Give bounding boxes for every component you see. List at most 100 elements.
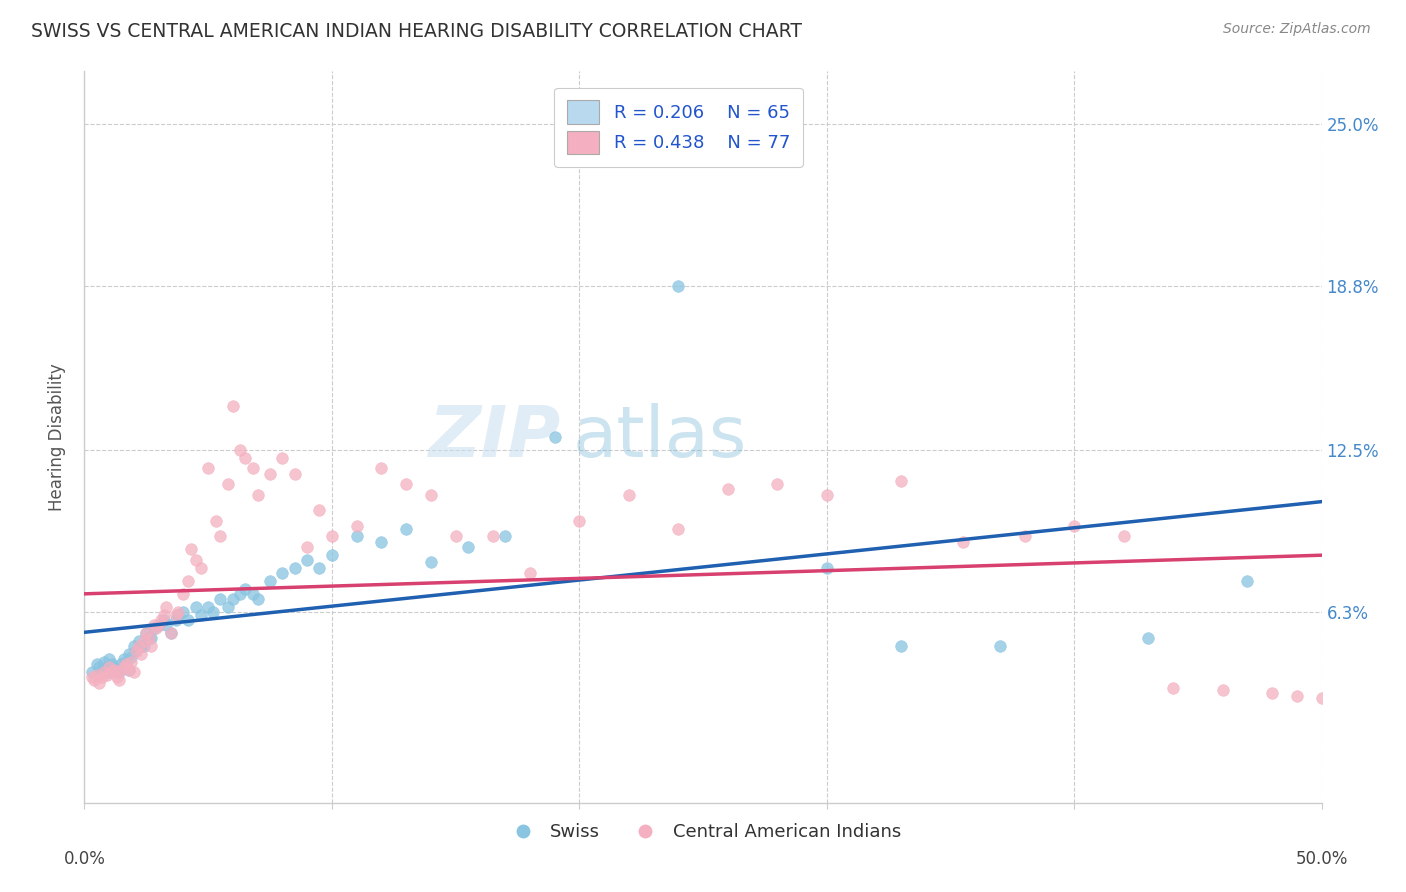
Text: ZIP: ZIP <box>429 402 561 472</box>
Point <box>132 633 155 648</box>
Point <box>138 632 160 646</box>
Point <box>321 548 343 562</box>
Point <box>444 529 467 543</box>
Point <box>100 665 122 680</box>
Point <box>259 467 281 481</box>
Point <box>457 540 479 554</box>
Point <box>165 613 187 627</box>
Point <box>93 665 115 680</box>
Y-axis label: Hearing Disability: Hearing Disability <box>48 363 66 511</box>
Point <box>815 487 838 501</box>
Point <box>118 647 141 661</box>
Point <box>86 657 108 672</box>
Point <box>160 626 183 640</box>
Text: 50.0%: 50.0% <box>1295 850 1348 868</box>
Point <box>543 430 565 444</box>
Point <box>346 519 368 533</box>
Point <box>105 663 128 677</box>
Point <box>129 647 152 661</box>
Point <box>308 503 330 517</box>
Legend: Swiss, Central American Indians: Swiss, Central American Indians <box>498 816 908 848</box>
Point <box>122 639 145 653</box>
Point <box>177 574 200 588</box>
Point <box>217 599 239 614</box>
Point <box>152 607 174 622</box>
Point <box>395 521 418 535</box>
Point <box>1137 632 1160 646</box>
Point <box>148 618 170 632</box>
Point <box>370 534 392 549</box>
Point <box>148 618 170 632</box>
Point <box>138 632 160 646</box>
Point <box>125 644 148 658</box>
Point <box>132 639 155 653</box>
Point <box>1261 686 1284 700</box>
Point <box>90 670 112 684</box>
Point <box>815 560 838 574</box>
Point <box>259 574 281 588</box>
Point <box>172 605 194 619</box>
Point <box>135 626 157 640</box>
Point <box>209 529 232 543</box>
Point <box>1212 683 1234 698</box>
Point <box>155 599 177 614</box>
Point <box>118 663 141 677</box>
Point <box>1310 691 1333 706</box>
Point <box>128 633 150 648</box>
Point <box>98 665 121 680</box>
Point <box>167 605 190 619</box>
Point <box>96 667 118 682</box>
Point <box>184 553 207 567</box>
Point <box>233 582 256 596</box>
Point <box>177 613 200 627</box>
Point <box>105 670 128 684</box>
Point <box>229 443 252 458</box>
Point <box>209 592 232 607</box>
Point <box>98 652 121 666</box>
Point <box>141 632 163 646</box>
Point <box>129 639 152 653</box>
Point <box>190 607 212 622</box>
Text: SWISS VS CENTRAL AMERICAN INDIAN HEARING DISABILITY CORRELATION CHART: SWISS VS CENTRAL AMERICAN INDIAN HEARING… <box>31 22 801 41</box>
Point <box>86 667 108 682</box>
Point <box>229 587 252 601</box>
Point <box>80 665 103 680</box>
Point <box>98 660 121 674</box>
Point <box>890 475 912 489</box>
Point <box>308 560 330 574</box>
Point <box>370 461 392 475</box>
Point <box>222 399 245 413</box>
Point <box>115 655 138 669</box>
Point <box>568 514 591 528</box>
Point <box>666 278 689 293</box>
Point <box>1161 681 1184 695</box>
Point <box>190 560 212 574</box>
Point <box>135 626 157 640</box>
Point <box>295 553 318 567</box>
Point <box>988 639 1011 653</box>
Point <box>204 514 226 528</box>
Point <box>481 529 503 543</box>
Point <box>160 626 183 640</box>
Point <box>952 534 974 549</box>
Point <box>419 556 441 570</box>
Point <box>96 660 118 674</box>
Point <box>494 529 516 543</box>
Point <box>395 477 418 491</box>
Point <box>184 599 207 614</box>
Point <box>284 467 307 481</box>
Point <box>419 487 441 501</box>
Point <box>271 566 294 580</box>
Point <box>284 560 307 574</box>
Point <box>167 607 190 622</box>
Point <box>89 660 111 674</box>
Point <box>217 477 239 491</box>
Point <box>1236 574 1258 588</box>
Text: 0.0%: 0.0% <box>63 850 105 868</box>
Point <box>142 618 165 632</box>
Point <box>150 613 173 627</box>
Point <box>112 660 135 674</box>
Point <box>83 673 105 687</box>
Point <box>1112 529 1135 543</box>
Point <box>93 655 115 669</box>
